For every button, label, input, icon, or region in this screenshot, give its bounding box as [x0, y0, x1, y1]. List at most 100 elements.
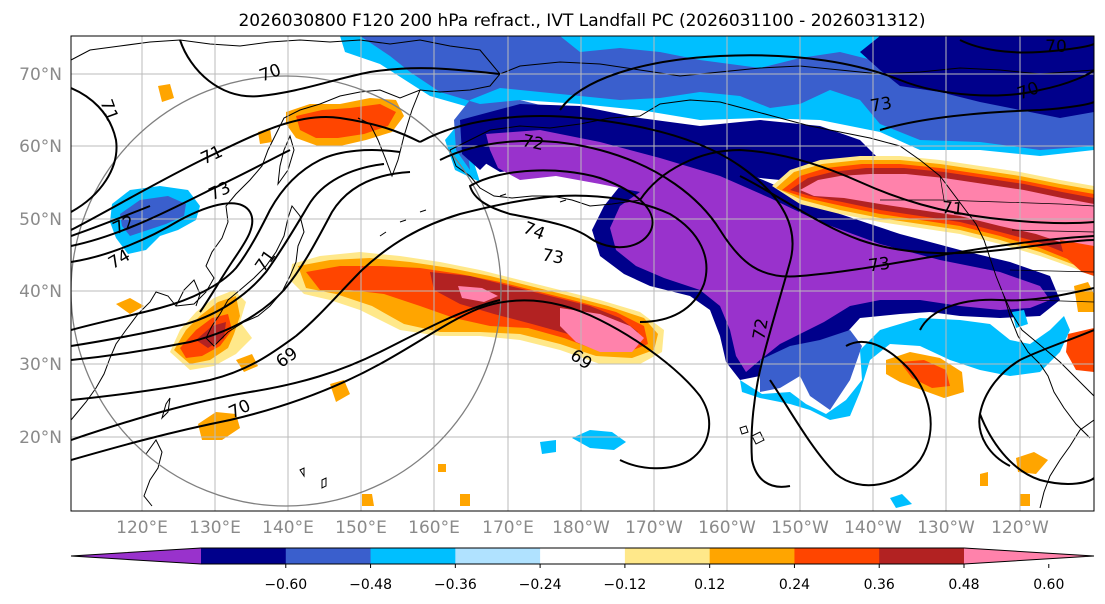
lon-label: 120°E: [116, 518, 168, 538]
shade-dot-1: [116, 298, 144, 314]
contour-71-a: [71, 116, 421, 231]
colorbar-segment: [285, 548, 372, 564]
shade-dot-9: [438, 464, 446, 472]
contour-72-east: [419, 115, 794, 488]
colorbar-tick-label: −0.12: [603, 577, 646, 593]
contour-label: 73: [869, 93, 894, 116]
lon-label: 160°E: [408, 518, 460, 538]
lat-label: 20°N: [19, 428, 62, 448]
colorbar-tick-label: 0.24: [779, 577, 810, 593]
colorbar-tick-label: 0.12: [694, 577, 725, 593]
shade-dot-4: [236, 354, 258, 372]
map-frame: [70, 35, 1095, 512]
shade-spot-cyan-1: [572, 430, 626, 450]
coast-japan: [205, 204, 305, 347]
contour-se-2: [919, 287, 1094, 331]
shade-arctic-navy: [860, 36, 1094, 118]
coast-hawaii: [739, 425, 765, 445]
contour-label: 73: [540, 245, 565, 268]
coast-taiwan: [160, 397, 171, 420]
coastlines: [71, 39, 1094, 509]
contour-labels: 70 71 71 71 72 72 72 73 73 73 74 74 69 6…: [96, 37, 1067, 423]
lon-label: 150°W: [771, 518, 829, 538]
shade-dot-8: [460, 494, 470, 506]
contour-se-1: [978, 329, 1094, 467]
colorbar: −0.60 −0.48 −0.36 −0.24 −0.12 0.12 0.24 0.36 0.4…: [70, 547, 1095, 593]
shade-central-edge-cyan: [740, 316, 1070, 420]
shade-west-blue: [120, 196, 186, 236]
lat-label: 40°N: [19, 282, 62, 302]
colorbar-segment: [624, 548, 711, 564]
shade-spot-cyan-2: [540, 440, 556, 454]
lon-label: 130°E: [189, 518, 241, 538]
contour-arctic-70: [559, 54, 1094, 111]
shade-sw-red: [900, 360, 950, 388]
map-area: 70 71 71 71 72 72 72 73 73 73 74 74 69 6…: [71, 36, 1094, 511]
contour-label: 73: [867, 254, 891, 277]
colorbar-tick-label: 0.36: [864, 577, 895, 593]
coast-asia: [71, 39, 501, 421]
coast-baja: [1003, 295, 1091, 439]
graticule: [71, 36, 1094, 511]
coast-arctic: [499, 61, 1094, 77]
contour-south-70b: [71, 299, 501, 441]
colorbar-tick-label: −0.60: [264, 577, 307, 593]
colorbar-tick-label: 0.60: [1033, 577, 1064, 593]
shade-central-purple: [486, 130, 1050, 372]
coast-canada-borders: [880, 175, 1094, 303]
colorbar-tick-label: −0.36: [434, 577, 477, 593]
figure-title: 2026030800 F120 200 hPa refract., IVT La…: [238, 11, 925, 31]
lon-label: 180°W: [552, 518, 610, 538]
shade-dot-10: [1016, 452, 1048, 474]
coast-philippines: [143, 439, 163, 507]
contour-label: 72: [749, 317, 772, 342]
shade-spot-cyan-3: [890, 494, 912, 508]
colorbar-segment: [794, 548, 880, 564]
lat-label: 50°N: [19, 210, 62, 230]
shade-dot-7: [362, 494, 374, 506]
contour-arctic-72: [879, 101, 1094, 131]
contour-south-loop: [769, 340, 932, 487]
contour-trough-1: [71, 149, 401, 331]
colorbar-tick-label: −0.48: [349, 577, 392, 593]
refractivity-contours: [71, 39, 1094, 488]
lon-label: 130°W: [917, 518, 975, 538]
colorbar-tick-label: 0.48: [948, 577, 979, 593]
lon-label: 140°W: [844, 518, 902, 538]
contour-label: 70: [1045, 37, 1067, 57]
contour-label: 71: [941, 198, 964, 220]
contour-74-mid: [468, 169, 654, 249]
shade-arctic-navy-2: [460, 104, 880, 180]
coast-bering: [449, 149, 641, 207]
latitude-labels: 70°N 60°N 50°N 40°N 30°N 20°N: [19, 65, 62, 448]
lon-label: 150°E: [335, 518, 387, 538]
shade-dot-6: [158, 84, 174, 102]
contour-tail: [979, 413, 1094, 485]
lon-label: 140°E: [262, 518, 314, 538]
coast-korea: [175, 279, 201, 307]
contour-73-east: [739, 175, 1094, 255]
shade-ar-tail-red: [1060, 240, 1094, 276]
coast-islands: [299, 193, 567, 489]
range-circle: [71, 75, 502, 507]
contour-69: [71, 194, 708, 401]
colorbar-segment: [370, 548, 456, 564]
shade-dot-2: [198, 412, 240, 440]
colorbar-segment: [540, 548, 626, 564]
colorbar-segment: [201, 548, 287, 564]
contour-73-mid: [439, 139, 1094, 278]
lat-label: 60°N: [19, 137, 62, 157]
colorbar-segment: [709, 548, 795, 564]
shade-central-edge-blue: [760, 330, 862, 410]
coast-mexico: [1039, 419, 1094, 509]
lon-label: 170°E: [482, 518, 534, 538]
contour-label: 72: [520, 131, 545, 155]
contour-72-nw: [71, 205, 151, 237]
colorbar-extend-low: [71, 548, 201, 564]
colorbar-outline: [70, 547, 1095, 565]
contour-73-a: [71, 149, 291, 247]
contour-trough-2: [71, 163, 385, 347]
contour-trough-3: [71, 171, 411, 361]
colorbar-tick-label: −0.24: [519, 577, 562, 593]
